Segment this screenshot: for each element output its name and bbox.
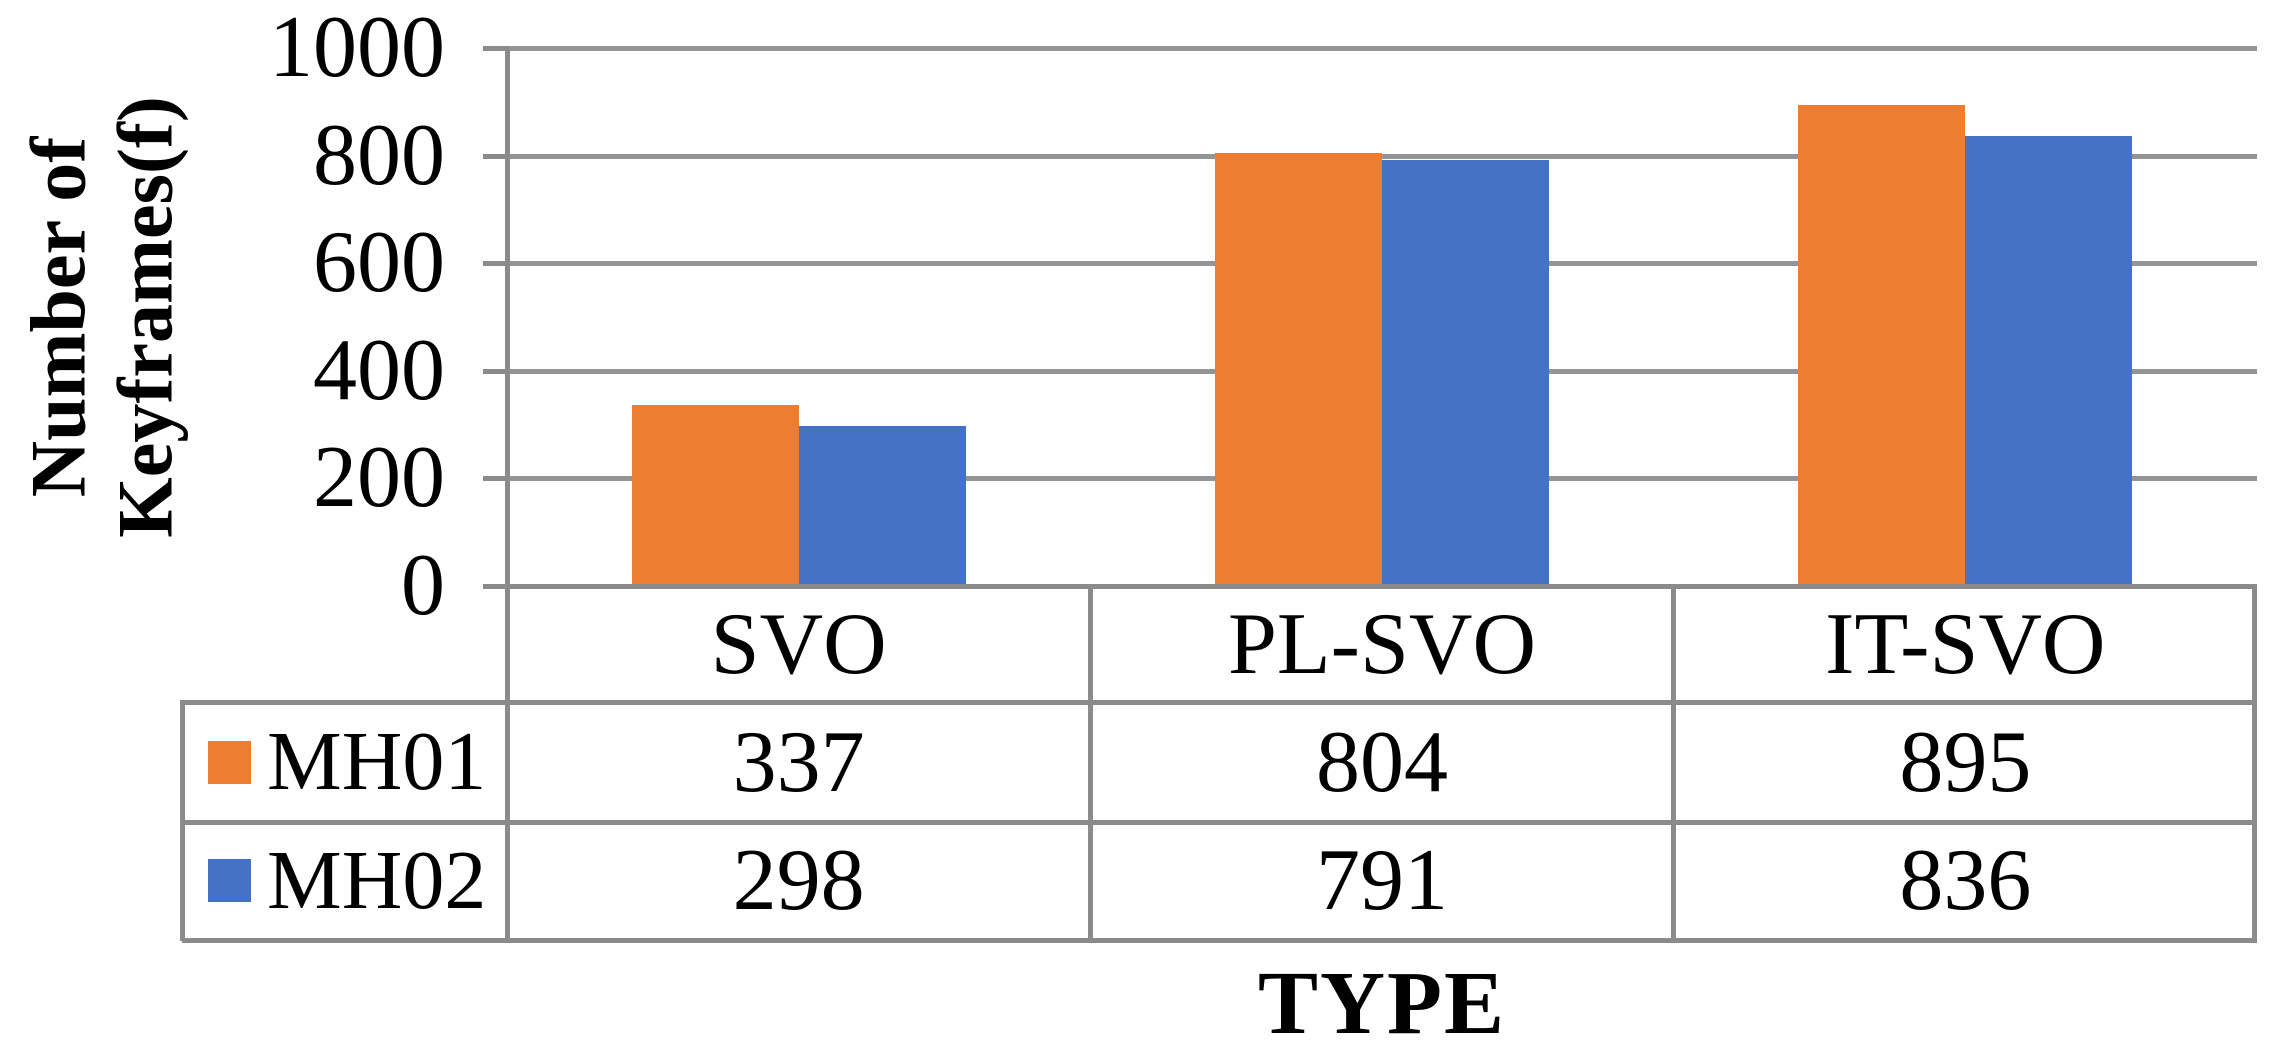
legend-cell-mh02: MH02 [182,822,507,941]
y-tick-label-800: 800 [313,106,445,204]
legend-label-mh02: MH02 [267,833,487,927]
y-tick-label-600: 600 [313,214,445,312]
legend-swatch-mh01 [208,740,251,784]
x-axis-baseline [483,584,2257,589]
gridline-800 [507,153,2257,159]
y-tick-mark-600 [483,261,507,267]
x-axis-title: TYPE [1257,954,1507,1053]
table-line-between-rows [182,820,2257,825]
y-tick-label-0: 0 [401,537,445,634]
cell-mh02-pl-svo: 791 [1315,832,1448,930]
cell-mh02-it-svo: 836 [1899,832,2032,930]
bar-mh02-it-svo [1965,136,2133,586]
cell-mh01-pl-svo: 804 [1315,713,1448,811]
y-tick-mark-1000 [483,46,507,51]
bar-group-pl-svo [1090,48,1673,586]
y-tick-mark-400 [483,368,507,374]
category-header-svo: SVO [710,596,887,693]
table-right-border [2252,584,2257,941]
y-tick-labels: 1000 800 600 400 200 0 [150,4,445,630]
y-tick-label-400: 400 [313,321,445,419]
table-divider-2 [1671,584,1676,941]
table-line-under-header [182,700,2257,705]
y-tick-marks [483,46,507,589]
bar-group-svo [507,48,1090,586]
bar-groups [507,48,2257,586]
gridline-1000 [507,46,2257,51]
y-tick-mark-800 [483,153,507,159]
cell-mh01-svo: 337 [732,713,865,811]
table-left-border [180,700,185,941]
bar-mh01-svo [631,404,799,586]
plot-area [507,46,2257,589]
y-tick-label-1000: 1000 [269,0,445,96]
legend-swatch-mh02 [208,859,251,903]
table-bottom-border [182,938,2257,943]
cell-mh02-svo: 298 [732,832,865,930]
category-header-pl-svo: PL-SVO [1227,596,1537,693]
y-axis-line [505,46,510,941]
data-table: MH01 337 804 895 MH02 298 791 836 [182,703,2257,940]
bar-group-it-svo [1674,48,2257,586]
category-header-row: SVO PL-SVO IT-SVO [507,589,2257,700]
category-header-it-svo: IT-SVO [1825,596,2106,693]
legend-cell-mh01: MH01 [182,703,507,822]
y-tick-label-200: 200 [313,429,445,527]
table-row-mh02: MH02 298 791 836 [182,822,2257,941]
cell-mh01-it-svo: 895 [1899,713,2032,811]
bar-mh02-svo [798,425,966,586]
table-row-mh01: MH01 337 804 895 [182,703,2257,822]
table-divider-1 [1088,584,1093,941]
bar-mh01-it-svo [1798,104,1966,586]
y-tick-mark-200 [483,476,507,482]
legend-label-mh01: MH01 [267,715,487,809]
y-axis-title-line1: Number of [14,136,102,498]
bar-mh01-pl-svo [1214,153,1382,586]
bar-mh02-pl-svo [1381,160,1549,586]
